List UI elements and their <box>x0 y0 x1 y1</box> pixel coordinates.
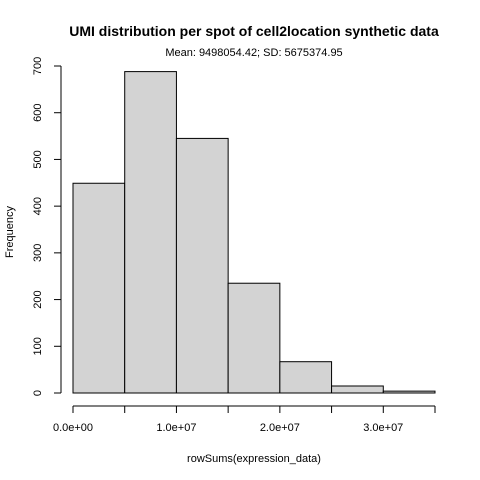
y-tick-label-2: 100 <box>32 337 44 355</box>
y-tick-label-5: 400 <box>32 197 44 215</box>
y-tick-label-7: 600 <box>32 104 44 122</box>
chart-title: UMI distribution per spot of cell2locati… <box>69 23 439 39</box>
x-tick-label-5: 2.0e+07 <box>260 422 300 434</box>
y-tick-label-3: 200 <box>32 290 44 308</box>
x-tick-label-3: 1.0e+07 <box>156 422 196 434</box>
chart-subtitle: Mean: 9498054.42; SD: 5675374.95 <box>165 47 342 59</box>
x-axis-label: rowSums(expression_data) <box>187 453 321 465</box>
histogram-bar-2 <box>125 72 177 393</box>
histogram-bar-1 <box>73 183 125 393</box>
bars-group <box>73 72 435 393</box>
y-axis: 0 100 200 300 400 500 600 700 <box>32 57 61 396</box>
histogram-bar-4 <box>228 283 280 393</box>
y-tick-label-1: 0 <box>32 390 44 396</box>
histogram-bar-6 <box>332 386 384 393</box>
x-axis: 0.0e+00 1.0e+07 2.0e+07 3.0e+07 <box>53 406 435 434</box>
x-tick-label-1: 0.0e+00 <box>53 422 93 434</box>
histogram-bar-5 <box>280 362 332 393</box>
y-axis-label: Frequency <box>4 206 16 258</box>
histogram-bar-3 <box>176 138 228 393</box>
y-tick-label-4: 300 <box>32 244 44 262</box>
histogram-bar-7 <box>383 391 435 393</box>
y-tick-label-8: 700 <box>32 57 44 75</box>
x-tick-label-7: 3.0e+07 <box>363 422 403 434</box>
y-tick-label-6: 500 <box>32 150 44 168</box>
